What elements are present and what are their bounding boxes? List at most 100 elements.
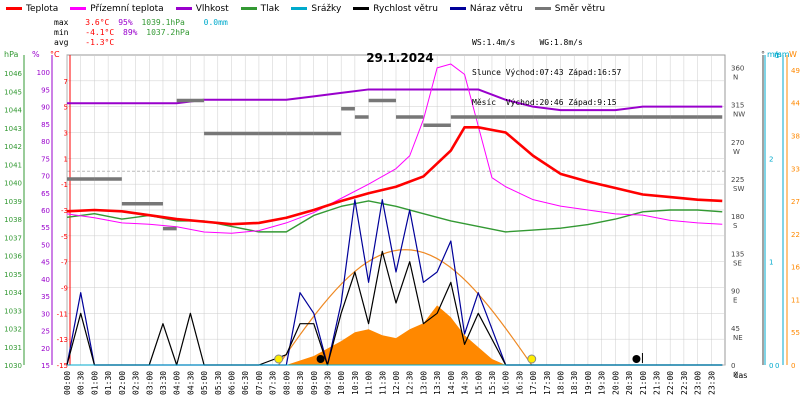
degC-tick-label: -13 bbox=[57, 336, 68, 344]
hPa-tick-label: 1038 bbox=[4, 216, 22, 224]
legend-label: Směr větru bbox=[554, 3, 606, 14]
x-tick-label: 17:30 bbox=[543, 371, 552, 395]
x-tick-label: 15:30 bbox=[488, 371, 497, 395]
deg-tick-label: 315 bbox=[731, 102, 744, 110]
x-tick-label: 12:30 bbox=[406, 371, 415, 395]
stats-min-press: 1037.2hPa bbox=[146, 28, 190, 37]
direction-label: E bbox=[733, 297, 737, 305]
x-tick-label: 08:00 bbox=[282, 371, 291, 395]
stats-max-label: max bbox=[54, 18, 69, 27]
wm2-tick-label: 165 bbox=[791, 264, 800, 272]
ms-tick-label: 2 bbox=[769, 155, 773, 163]
degC-tick-label: -15 bbox=[57, 362, 68, 370]
wm2-tick-label: 385 bbox=[791, 132, 800, 140]
pct-tick-label: 20 bbox=[41, 345, 50, 353]
wm2-tick-label: 220 bbox=[791, 231, 800, 239]
x-tick-label: 15:00 bbox=[474, 371, 483, 395]
hPa-axis-label: hPa bbox=[4, 50, 19, 59]
x-tick-label: 18:00 bbox=[557, 371, 566, 395]
stats-avg-label: avg bbox=[54, 38, 69, 47]
legend-item: Směr větru bbox=[534, 3, 606, 14]
legend-item: Náraz větru bbox=[449, 3, 523, 14]
pct-tick-label: 60 bbox=[41, 207, 50, 215]
x-tick-label: 19:00 bbox=[584, 371, 593, 395]
x-tick-label: 00:00 bbox=[63, 371, 72, 395]
degC-tick-label: -9 bbox=[61, 285, 68, 293]
moon-row: Měsíc Východ:20:46 Západ:9:15 bbox=[472, 98, 621, 108]
hPa-tick-label: 1043 bbox=[4, 125, 22, 133]
stats-min-temp: -4.1°C bbox=[85, 28, 115, 37]
legend-item: Srážky bbox=[291, 4, 341, 14]
hPa-tick-label: 1039 bbox=[4, 198, 22, 206]
x-tick-label: 08:30 bbox=[296, 371, 305, 395]
legend-label: Náraz větru bbox=[469, 3, 523, 14]
hPa-tick-label: 1031 bbox=[4, 344, 22, 352]
stats-avg-temp: -1.3°C bbox=[85, 38, 115, 47]
legend-label: Rychlost větru bbox=[373, 3, 438, 14]
x-tick-label: 04:00 bbox=[173, 371, 182, 395]
x-tick-label: 09:30 bbox=[323, 371, 332, 395]
deg-tick-label: 0 bbox=[731, 362, 735, 370]
sun-arc bbox=[278, 249, 533, 366]
direction-label: S bbox=[733, 222, 738, 230]
pct-tick-label: 70 bbox=[41, 173, 50, 181]
degC-tick-label: -1 bbox=[61, 181, 68, 189]
sunrise-marker bbox=[274, 354, 284, 364]
deg-tick-label: 45 bbox=[731, 325, 740, 333]
hPa-tick-label: 1045 bbox=[4, 88, 22, 96]
legend-swatch bbox=[534, 7, 551, 10]
pct-axis-label: % bbox=[32, 50, 40, 59]
degC-tick-label: 7 bbox=[64, 78, 68, 86]
hPa-tick-label: 1032 bbox=[4, 326, 22, 334]
pct-tick-label: 80 bbox=[41, 138, 50, 146]
solar-area bbox=[286, 305, 506, 365]
x-tick-label: 13:30 bbox=[433, 371, 442, 395]
legend: Teplota Přízemní teplota Vlhkost Tlak Srážky… bbox=[6, 3, 617, 15]
legend-label: Srážky bbox=[311, 3, 342, 14]
wg-value: WG:1.8m/s bbox=[539, 38, 583, 47]
degC-tick-label: 5 bbox=[64, 104, 68, 112]
legend-label: Tlak bbox=[260, 3, 280, 14]
direction-label: NW bbox=[733, 111, 745, 119]
x-tick-label: 18:30 bbox=[570, 371, 579, 395]
legend-item: Vlhkost bbox=[175, 3, 229, 14]
x-tick-label: 22:00 bbox=[666, 371, 675, 395]
moon-rise: Východ:20:46 bbox=[505, 98, 564, 107]
deg-tick-label: 360 bbox=[731, 64, 744, 72]
pct-tick-label: 65 bbox=[41, 190, 50, 198]
deg-tick-label: 225 bbox=[731, 176, 744, 184]
x-tick-label: 11:30 bbox=[378, 371, 387, 395]
stats-min-label: min bbox=[54, 28, 69, 37]
x-tick-label: 23:00 bbox=[694, 371, 703, 395]
wm2-tick-label: 440 bbox=[791, 100, 800, 108]
ms-axis-label: m/s bbox=[767, 50, 782, 59]
pct-tick-label: 30 bbox=[41, 310, 50, 318]
moon-label: Měsíc bbox=[472, 98, 497, 107]
stats-min-row: min -4.1°C 89% 1037.2hPa bbox=[54, 28, 228, 38]
degC-tick-label: -11 bbox=[57, 310, 68, 318]
hPa-tick-label: 1040 bbox=[4, 180, 22, 188]
deg-tick-label: 270 bbox=[731, 139, 744, 147]
x-tick-label: 05:30 bbox=[214, 371, 223, 395]
legend-swatch bbox=[353, 7, 370, 10]
legend-swatch bbox=[6, 7, 22, 10]
x-tick-label: 04:30 bbox=[186, 371, 195, 395]
chart-title: 29.1.2024 bbox=[366, 51, 434, 65]
degC-tick-label: 1 bbox=[64, 155, 68, 163]
deg-tick-label: 135 bbox=[731, 250, 744, 258]
x-tick-label: 22:30 bbox=[680, 371, 689, 395]
legend-label: Vlhkost bbox=[195, 3, 229, 14]
direction-label: NE bbox=[733, 334, 743, 342]
pct-tick-label: 45 bbox=[41, 259, 50, 267]
legend-swatch bbox=[291, 7, 308, 10]
x-tick-label: 00:30 bbox=[77, 371, 86, 395]
hPa-tick-label: 1046 bbox=[4, 70, 22, 78]
x-tick-label: 23:30 bbox=[707, 371, 716, 395]
x-tick-label: 16:00 bbox=[502, 371, 511, 395]
wm2-tick-label: 0 bbox=[791, 362, 795, 370]
x-tick-label: 03:30 bbox=[159, 371, 168, 395]
sun-rise: Východ:07:43 bbox=[505, 68, 564, 77]
stats-max-temp: 3.6°C bbox=[85, 18, 110, 27]
x-tick-label: 02:30 bbox=[132, 371, 141, 395]
pct-tick-label: 85 bbox=[41, 121, 50, 129]
